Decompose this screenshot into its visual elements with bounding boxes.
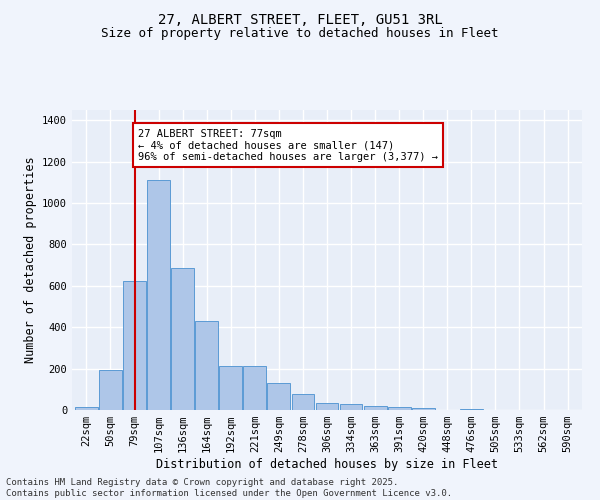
Text: Contains HM Land Registry data © Crown copyright and database right 2025.
Contai: Contains HM Land Registry data © Crown c…	[6, 478, 452, 498]
Bar	[316, 403, 338, 410]
Bar	[195, 321, 218, 410]
Bar	[388, 408, 410, 410]
Text: Size of property relative to detached houses in Fleet: Size of property relative to detached ho…	[101, 28, 499, 40]
Bar	[412, 408, 434, 410]
Bar	[244, 366, 266, 410]
Text: 27 ALBERT STREET: 77sqm
← 4% of detached houses are smaller (147)
96% of semi-de: 27 ALBERT STREET: 77sqm ← 4% of detached…	[138, 128, 438, 162]
Bar	[292, 394, 314, 410]
Bar	[340, 404, 362, 410]
Text: 27, ALBERT STREET, FLEET, GU51 3RL: 27, ALBERT STREET, FLEET, GU51 3RL	[158, 12, 442, 26]
Bar	[75, 407, 98, 410]
Bar	[171, 268, 194, 410]
Bar	[268, 383, 290, 410]
Y-axis label: Number of detached properties: Number of detached properties	[23, 156, 37, 364]
Bar	[123, 280, 146, 410]
X-axis label: Distribution of detached houses by size in Fleet: Distribution of detached houses by size …	[156, 458, 498, 471]
Bar	[364, 406, 386, 410]
Bar	[220, 366, 242, 410]
Bar	[147, 180, 170, 410]
Bar	[99, 370, 122, 410]
